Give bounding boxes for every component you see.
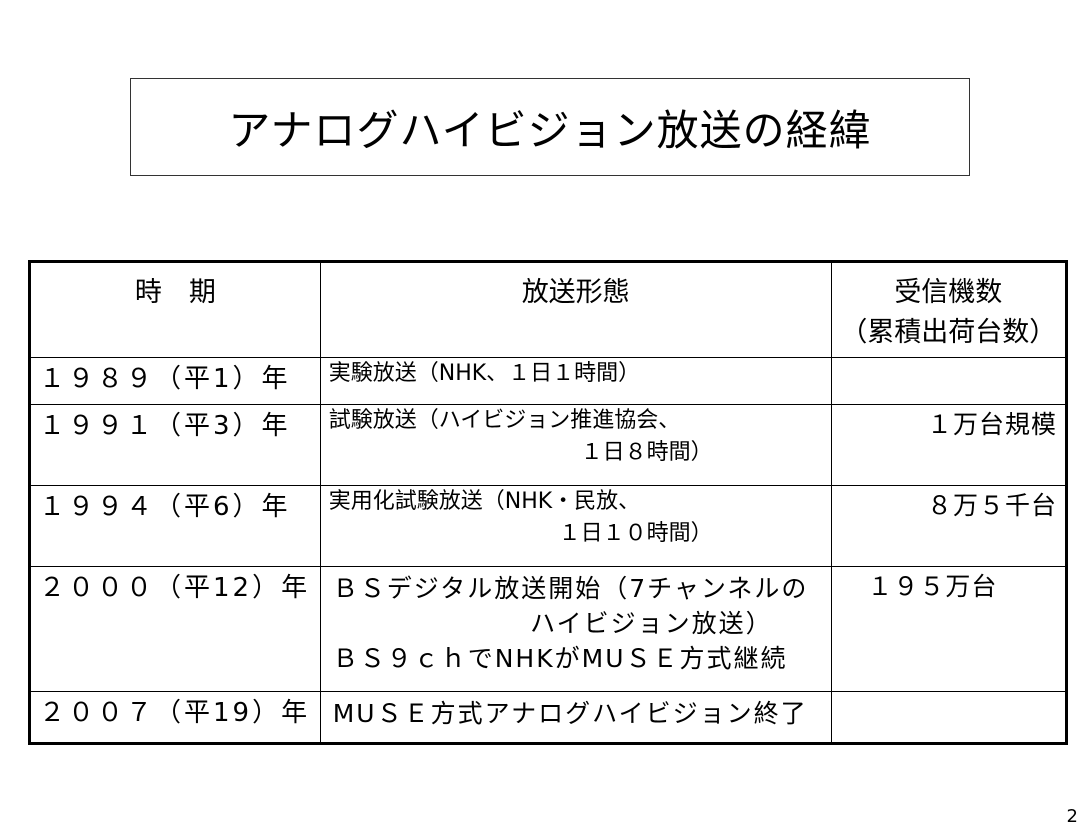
form-line: １日８時間） bbox=[580, 440, 713, 465]
period-cell: １９９４（平6）年 bbox=[29, 485, 321, 567]
form-cell: MUＳＥ方式アナログハイビジョン終了 bbox=[319, 691, 832, 744]
table-row: １９８９（平1）年 実験放送（NHK、１日１時間） bbox=[29, 357, 1068, 405]
units-cell bbox=[830, 691, 1068, 744]
header-units-line1: 受信機数 bbox=[894, 277, 1003, 308]
header-units-line2: （累積出荷台数） bbox=[840, 317, 1057, 348]
form-line: ハイビジョン放送） bbox=[530, 609, 773, 638]
table-header-row: 時 期 放送形態 受信機数 （累積出荷台数） bbox=[29, 261, 1068, 358]
form-line: ＢＳデジタル放送開始（7チャンネルの bbox=[332, 574, 809, 603]
form-cell: 実験放送（NHK、１日１時間） bbox=[319, 357, 832, 405]
history-table: 時 期 放送形態 受信機数 （累積出荷台数） １９８９（平1）年 実験放送（NH… bbox=[28, 260, 1068, 745]
form-line: １日１０時間） bbox=[558, 521, 713, 546]
units-cell: １９５万台 bbox=[830, 566, 1068, 692]
form-cell: ＢＳデジタル放送開始（7チャンネルの ハイビジョン放送） ＢＳ９ｃｈでNHKがM… bbox=[319, 566, 832, 692]
period-cell: ２００７（平19）年 bbox=[29, 691, 321, 744]
header-form: 放送形態 bbox=[319, 261, 832, 358]
form-line: ＢＳ９ｃｈでNHKがMUＳＥ方式継続 bbox=[332, 644, 788, 673]
table-row: １９９１（平3）年 試験放送（ハイビジョン推進協会、 １日８時間） １万台規模 bbox=[29, 404, 1068, 486]
form-line: 実験放送（NHK、１日１時間） bbox=[328, 361, 641, 386]
title-box: アナログハイビジョン放送の経緯 bbox=[130, 78, 970, 176]
form-line: 実用化試験放送（NHK・民放、 bbox=[328, 489, 641, 514]
table-row: ２００７（平19）年 MUＳＥ方式アナログハイビジョン終了 bbox=[29, 691, 1068, 744]
period-cell: １９８９（平1）年 bbox=[29, 357, 321, 405]
header-period: 時 期 bbox=[29, 261, 321, 358]
units-cell bbox=[830, 357, 1068, 405]
period-cell: ２０００（平12）年 bbox=[29, 566, 321, 692]
table-row: １９９４（平6）年 実用化試験放送（NHK・民放、 １日１０時間） ８万５千台 bbox=[29, 485, 1068, 567]
units-cell: ８万５千台 bbox=[830, 485, 1068, 567]
page-title: アナログハイビジョン放送の経緯 bbox=[228, 105, 872, 155]
form-cell: 試験放送（ハイビジョン推進協会、 １日８時間） bbox=[319, 404, 832, 486]
units-cell: １万台規模 bbox=[830, 404, 1068, 486]
header-units: 受信機数 （累積出荷台数） bbox=[830, 261, 1068, 358]
form-cell: 実用化試験放送（NHK・民放、 １日１０時間） bbox=[319, 485, 832, 567]
period-cell: １９９１（平3）年 bbox=[29, 404, 321, 486]
table-row: ２０００（平12）年 ＢＳデジタル放送開始（7チャンネルの ハイビジョン放送） … bbox=[29, 566, 1068, 692]
form-line: MUＳＥ方式アナログハイビジョン終了 bbox=[332, 699, 808, 728]
form-line: 試験放送（ハイビジョン推進協会、 bbox=[328, 408, 681, 433]
page-number: 2 bbox=[1066, 806, 1078, 827]
